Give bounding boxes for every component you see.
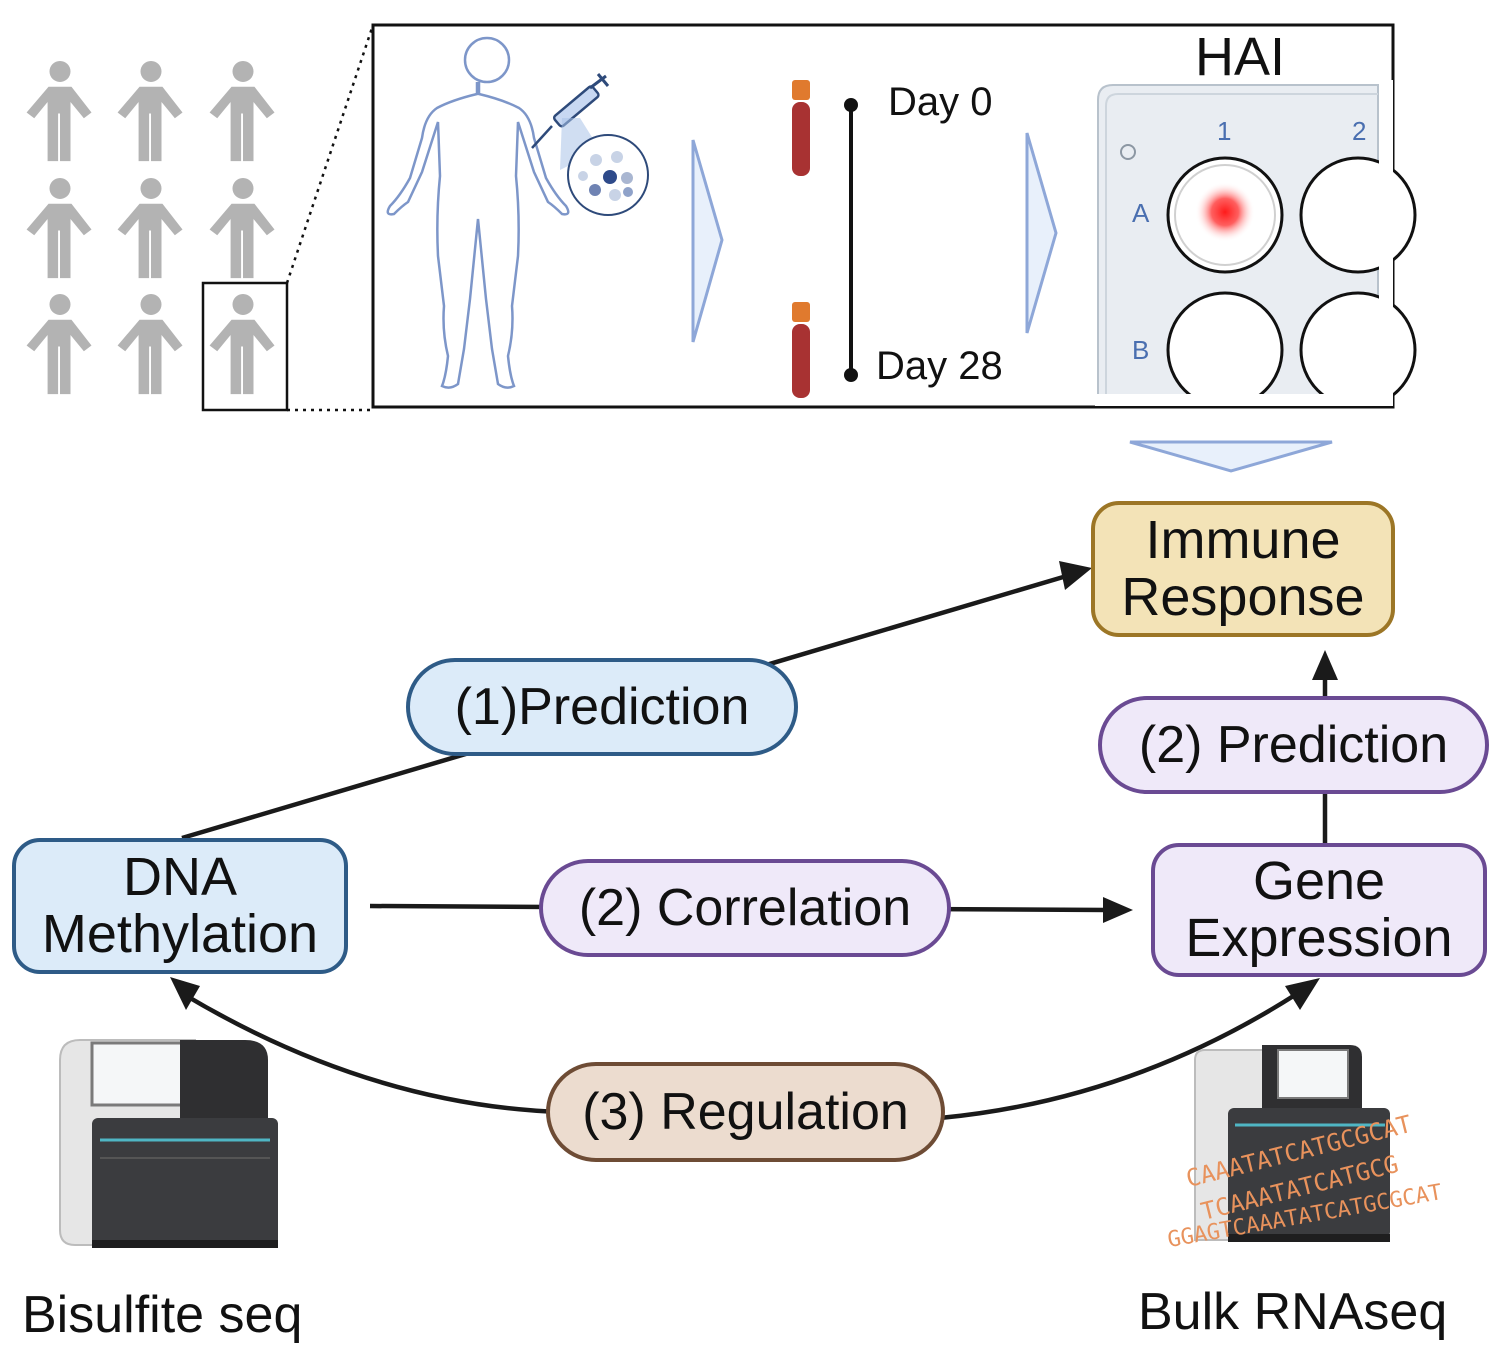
regulation-label: (3) Regulation [582, 1082, 909, 1141]
prediction-1-pill [406, 658, 798, 756]
plate-col-1-label: 1 [1217, 116, 1232, 146]
gene-expression-label: Gene Expression [1153, 845, 1485, 975]
prediction-2-pill [1098, 696, 1489, 794]
dna-methylation-line-2: Methylation [41, 904, 319, 964]
correlation-label: (2) Correlation [578, 878, 912, 937]
prediction-2-label: (2) Prediction [1138, 715, 1449, 774]
immune-response-line-2: Response [1121, 567, 1365, 627]
timeline [844, 98, 858, 382]
dna-methylation-line-1: DNA [122, 847, 237, 908]
gene-expression-line-1: Gene [1252, 851, 1386, 912]
prediction-1-label: (1)Prediction [454, 677, 750, 736]
arrowhead-methylation [170, 977, 200, 1010]
rnaseq-sequencer-icon [1194, 1045, 1390, 1242]
arrowhead-gene-bottom [1285, 978, 1320, 1010]
regulation-pill [546, 1062, 945, 1162]
day-0-label: Day 0 [888, 80, 993, 124]
syringe-icon [531, 73, 610, 149]
zoom-cone [560, 118, 600, 170]
dna-methylation-label: DNA Methylation [14, 840, 346, 972]
plate-row-b-label: B [1132, 335, 1150, 365]
immune-response-line-1: Immune [1145, 510, 1341, 571]
immune-response-box [1091, 501, 1395, 637]
gene-expression-box [1151, 843, 1487, 977]
virus-particles-icon [567, 134, 649, 216]
edge-regulation-left [183, 993, 561, 1115]
immune-response-label: Immune Response [1093, 503, 1393, 635]
blood-tube-day28-icon [792, 302, 810, 398]
bulk-rnaseq-caption: Bulk RNAseq [1138, 1283, 1448, 1341]
correlation-pill [539, 859, 951, 957]
arrowhead-prediction-2 [1312, 650, 1338, 680]
zoom-lines [285, 24, 375, 412]
step-chevrons [691, 132, 1333, 473]
dna-methylation-box [12, 838, 348, 974]
arrowhead-immune [1059, 561, 1092, 590]
arrowheads [170, 561, 1338, 1010]
plate-col-2-label: 2 [1352, 116, 1367, 146]
gene-expression-line-2: Expression [1185, 908, 1453, 968]
cohort-people-icon [26, 60, 275, 395]
edge-regulation-right [939, 993, 1297, 1121]
hai-plate-icon [1095, 80, 1417, 409]
blood-tube-day0-icon [792, 80, 810, 176]
arrowhead-gene [1103, 897, 1133, 923]
day-28-label: Day 28 [876, 344, 1003, 388]
plate-row-a-label: A [1132, 198, 1150, 228]
bisulfite-sequencer-icon [59, 1039, 278, 1248]
hai-label: HAI [1195, 27, 1286, 87]
selected-subject-box [201, 281, 289, 412]
bisulfite-seq-caption: Bisulfite seq [22, 1286, 303, 1344]
vaccinated-person-icon [386, 36, 570, 389]
